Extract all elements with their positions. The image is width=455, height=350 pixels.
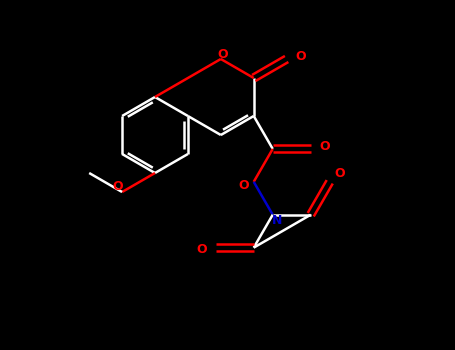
Text: O: O — [197, 243, 207, 256]
Text: O: O — [295, 50, 306, 63]
Text: N: N — [272, 214, 282, 227]
Text: O: O — [319, 140, 330, 153]
Text: O: O — [238, 179, 249, 192]
Text: O: O — [217, 48, 228, 61]
Text: O: O — [334, 167, 345, 180]
Text: O: O — [113, 181, 123, 194]
